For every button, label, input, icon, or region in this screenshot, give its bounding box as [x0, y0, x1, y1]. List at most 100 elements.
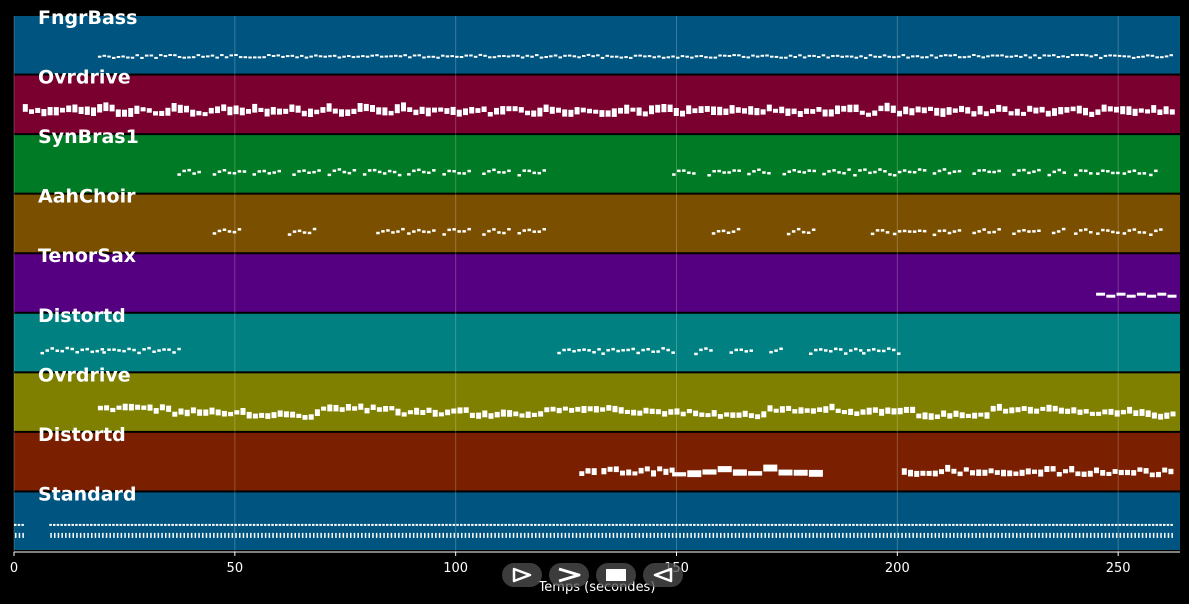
note-8-1-211	[830, 523, 833, 526]
note-1-0-38	[258, 107, 264, 112]
note-b-8-1-187	[742, 532, 744, 538]
note-1-0-157	[996, 104, 1002, 112]
note-3-3-4	[427, 230, 431, 234]
note-0-0-222	[1141, 55, 1145, 58]
note-b-8-1-115	[475, 532, 478, 538]
note-5-2-8	[597, 348, 601, 351]
note-2-23-1	[1127, 170, 1132, 173]
play-button[interactable]	[502, 563, 542, 587]
note-b-8-1-213	[838, 532, 840, 538]
note-0-0-17	[177, 56, 182, 58]
note-8-1-72	[315, 523, 319, 526]
note-2-12-4	[767, 172, 771, 175]
note-0-0-159	[845, 55, 849, 58]
note-8-1-88	[374, 523, 378, 526]
note-0-0-200	[1037, 56, 1042, 59]
note-8-1-288	[1114, 523, 1118, 526]
note-6-0-50	[407, 410, 413, 415]
note-8-1-242	[944, 523, 948, 526]
note-6-0-158	[1077, 409, 1083, 415]
note-b-8-1-69	[305, 532, 308, 538]
note-8-1-100	[419, 523, 422, 526]
note-8-1-116	[478, 523, 481, 526]
note-8-1-302	[1166, 523, 1170, 526]
note-b-8-1-80	[346, 532, 348, 538]
back-button[interactable]	[643, 563, 683, 587]
note-6-0-71	[538, 411, 544, 417]
note-1-0-166	[1052, 108, 1057, 116]
note-5-1-3	[117, 349, 121, 352]
note-6-0-56	[445, 409, 451, 416]
note-0-0-4	[116, 56, 121, 58]
note-7-3-10	[963, 467, 969, 472]
note-1-0-0	[22, 104, 28, 112]
note-8-1-136	[552, 523, 555, 526]
note-1-0-99	[636, 107, 642, 116]
note-6-0-126	[879, 408, 885, 416]
note-0-0-174	[915, 55, 920, 58]
note-8-1-196	[774, 523, 777, 526]
note-8-1-90	[382, 523, 385, 526]
note-2-22-0	[1096, 172, 1100, 175]
note-b-8-1-108	[449, 532, 452, 538]
note-1-0-118	[754, 108, 760, 116]
note-8-1-15	[104, 523, 108, 526]
note-6-0-125	[872, 407, 878, 413]
track-label-4: TenorSax	[38, 245, 136, 267]
note-7-3-26	[1063, 469, 1068, 474]
note-1-0-81	[525, 110, 530, 116]
note-2-5-2	[372, 168, 377, 172]
note-b-8-1-35	[179, 532, 182, 538]
note-6-0-85	[624, 409, 630, 414]
note-1-0-11	[91, 107, 96, 116]
note-8-1-54	[249, 523, 252, 526]
note-3-11-5	[957, 229, 962, 232]
note-1-0-15	[115, 109, 121, 117]
note-6-0-170	[1151, 412, 1157, 419]
note-0-0-166	[878, 55, 882, 58]
stop-button[interactable]	[596, 563, 636, 587]
note-6-0-57	[451, 408, 457, 414]
note-2-16-1	[897, 170, 902, 174]
note-6-0-146	[1003, 408, 1009, 414]
note-1-0-37	[252, 103, 258, 113]
note-8-1-135	[548, 523, 552, 526]
note-0-0-20	[191, 56, 196, 59]
note-8-0-0	[14, 523, 17, 526]
note-2-21-0	[1074, 173, 1078, 177]
note-b-8-1-205	[808, 532, 811, 538]
forward-button[interactable]	[549, 563, 589, 587]
note-6-0-151	[1034, 408, 1040, 414]
note-8-1-74	[323, 523, 326, 526]
note-2-8-0	[482, 172, 486, 175]
note-0-0-122	[671, 55, 675, 58]
note-b-8-1-202	[797, 532, 800, 538]
note-1-0-20	[146, 108, 152, 113]
note-5-3-11	[656, 350, 660, 353]
note-6-0-25	[252, 413, 258, 419]
note-1-0-177	[1120, 106, 1126, 115]
tracks-layer	[14, 16, 1180, 550]
note-1-0-115	[735, 107, 741, 113]
note-8-1-146	[589, 523, 592, 526]
note-0-0-224	[1150, 54, 1155, 57]
note-8-1-297	[1148, 523, 1151, 526]
note-8-1-109	[452, 523, 456, 526]
note-3-16-1	[1101, 228, 1105, 232]
note-b-8-1-279	[1082, 532, 1085, 538]
note-5-6-2	[779, 347, 783, 350]
note-b-8-1-288	[1115, 532, 1118, 538]
note-5-8-2	[872, 348, 876, 351]
note-0-0-33	[253, 56, 257, 59]
note-8-1-36	[182, 523, 185, 526]
note-1-0-23	[165, 107, 171, 116]
note-8-1-169	[674, 523, 678, 526]
note-b-8-1-32	[168, 532, 171, 538]
note-0-0-13	[159, 54, 163, 57]
note-1-0-130	[828, 109, 834, 117]
note-8-1-231	[904, 523, 907, 526]
note-b-8-1-233	[912, 532, 914, 538]
note-0-0-19	[187, 56, 191, 59]
note-8-1-259	[1007, 523, 1011, 526]
note-b-8-1-140	[568, 532, 570, 538]
